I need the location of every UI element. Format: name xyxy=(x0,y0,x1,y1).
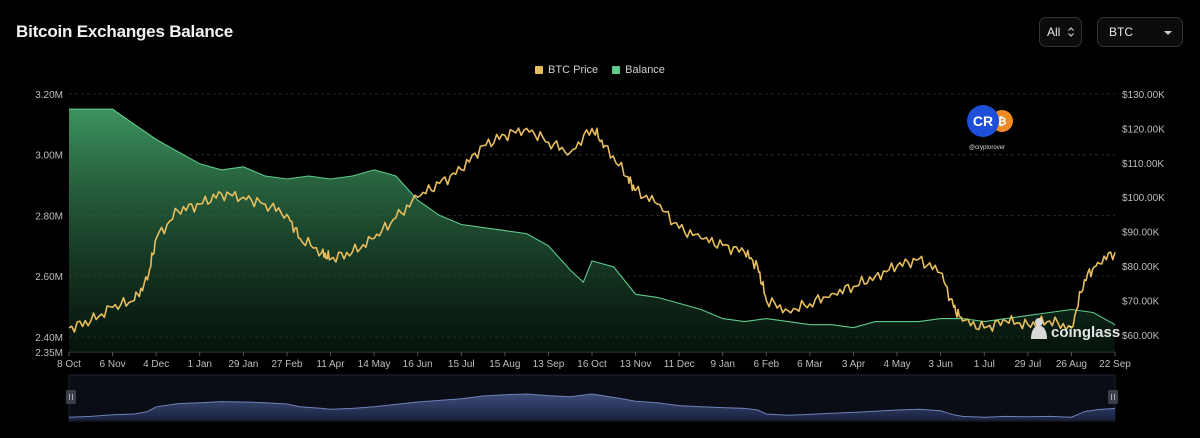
left-tick-label: 2.40M xyxy=(35,333,63,344)
range-select-value: All xyxy=(1047,25,1061,39)
x-tick-label: 1 Jul xyxy=(974,359,995,370)
legend-label-balance: Balance xyxy=(625,64,665,76)
left-axis-ticks: 2.35M 2.40M 2.60M 2.80M 3.00M 3.20M xyxy=(35,90,63,359)
right-tick-label: $80.00K xyxy=(1122,262,1160,273)
navigator-line xyxy=(68,393,1116,418)
svg-text:₿: ₿ xyxy=(998,116,1007,128)
cryptorover-logo-text: CR xyxy=(973,113,993,129)
range-navigator[interactable] xyxy=(66,374,1118,422)
balance-series-area xyxy=(69,109,1115,352)
x-tick-label: 15 Aug xyxy=(489,359,520,370)
updown-chevron-icon xyxy=(1068,27,1074,37)
x-tick-label: 27 Feb xyxy=(271,359,303,370)
x-tick-label: 29 Jul xyxy=(1014,359,1041,370)
x-tick-label: 22 Sep xyxy=(1099,359,1131,370)
asset-select-value: BTC xyxy=(1109,25,1133,39)
right-tick-label: $130.00K xyxy=(1122,90,1165,101)
right-tick-label: $110.00K xyxy=(1122,159,1164,170)
balance-series-line xyxy=(69,108,1116,329)
grid-lines xyxy=(69,93,1115,353)
range-select[interactable]: All xyxy=(1039,17,1082,47)
page-title: Bitcoin Exchanges Balance xyxy=(16,22,234,41)
left-tick-label: 2.60M xyxy=(35,272,63,283)
right-tick-label: $60.00K xyxy=(1122,331,1160,342)
right-tick-label: $70.00K xyxy=(1122,296,1160,307)
x-tick-label: 1 Jan xyxy=(188,359,212,370)
right-axis-ticks: $60.00K $70.00K $80.00K $90.00K $100.00K $110… xyxy=(1122,90,1165,342)
x-tick-label: 13 Sep xyxy=(533,359,565,370)
left-tick-label: 3.20M xyxy=(35,90,63,101)
legend-item-balance[interactable]: Balance xyxy=(612,64,665,76)
navigator-area xyxy=(69,394,1115,420)
navigator-right-handle[interactable] xyxy=(1108,390,1118,404)
right-tick-label: $100.00K xyxy=(1122,193,1165,204)
x-tick-label: 29 Jan xyxy=(228,359,258,370)
x-axis-ticks: 8 Oct 6 Nov 4 Dec 1 Jan 29 Jan 27 Feb 11 Apr 14… xyxy=(57,351,1131,370)
right-tick-label: $90.00K xyxy=(1122,228,1160,239)
x-tick-label: 8 Oct xyxy=(57,359,81,370)
legend-swatch-balance xyxy=(612,66,621,74)
left-tick-label: 3.00M xyxy=(35,151,63,162)
x-tick-label: 4 Dec xyxy=(143,359,169,370)
x-tick-label: 14 May xyxy=(358,359,391,370)
x-tick-label: 3 Jun xyxy=(928,359,952,370)
right-tick-label: $120.00K xyxy=(1122,124,1165,135)
x-tick-label: 6 Mar xyxy=(797,359,823,370)
x-tick-label: 11 Dec xyxy=(664,359,695,370)
x-tick-label: 16 Jun xyxy=(403,359,433,370)
x-tick-label: 16 Oct xyxy=(577,359,607,370)
x-tick-label: 6 Feb xyxy=(754,359,780,370)
navigator-left-handle[interactable] xyxy=(66,390,76,404)
x-tick-label: 9 Jan xyxy=(711,359,735,370)
left-tick-label: 2.80M xyxy=(35,211,63,222)
x-tick-label: 26 Aug xyxy=(1056,359,1087,370)
coinglass-logo-icon xyxy=(1031,318,1047,339)
x-tick-label: 11 Apr xyxy=(316,359,345,370)
price-series-line xyxy=(68,127,1116,333)
left-tick-label: 2.35M xyxy=(35,348,63,359)
legend-label-price: BTC Price xyxy=(548,64,599,76)
caret-down-icon xyxy=(1164,31,1172,35)
x-tick-label: 15 Jul xyxy=(448,359,475,370)
x-tick-label: 4 May xyxy=(883,359,910,370)
creator-handle: @cryptorover xyxy=(969,145,1005,151)
legend-item-price[interactable]: BTC Price xyxy=(535,64,598,76)
x-tick-label: 6 Nov xyxy=(100,359,126,370)
cryptorover-logo-icon: ₿ CR xyxy=(967,105,1013,137)
chart-legend: BTC Price Balance xyxy=(0,64,1200,76)
x-tick-label: 13 Nov xyxy=(620,359,652,370)
asset-select[interactable]: BTC xyxy=(1097,17,1183,47)
coinglass-wordmark: coinglass xyxy=(1051,324,1120,341)
x-tick-label: 3 Apr xyxy=(842,359,866,370)
legend-swatch-price xyxy=(535,66,544,74)
